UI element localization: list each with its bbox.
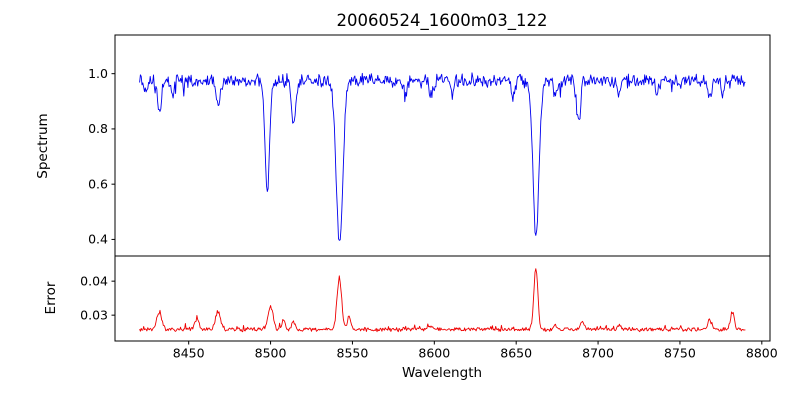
spectrum-line [139, 72, 746, 241]
x-tick-label: 8500 [255, 346, 287, 361]
x-tick-label: 8550 [337, 346, 369, 361]
panel-border [114, 255, 771, 342]
x-tick-label: 8700 [582, 346, 614, 361]
x-tick-label: 8650 [500, 346, 532, 361]
x-tick-label: 8450 [173, 346, 205, 361]
y-tick-label: 1.0 [88, 66, 108, 81]
y-tick-label: 0.03 [80, 307, 108, 322]
y-tick-label: 0.4 [88, 232, 108, 247]
series-layer [139, 72, 746, 333]
y-tick-label: 0.6 [88, 176, 108, 191]
x-tick-label: 8750 [664, 346, 696, 361]
panel-border [114, 34, 771, 257]
error-ylabel: Error [43, 281, 59, 314]
y-tick-label: 0.04 [80, 273, 108, 288]
y-tick-label: 0.8 [88, 121, 108, 136]
spectrum-ylabel: Spectrum [35, 113, 51, 178]
error-line [139, 268, 746, 333]
chart-title: 20060524_1600m03_122 [336, 11, 547, 31]
x-tick-label: 8800 [746, 346, 778, 361]
x-axis-label: Wavelength [402, 365, 482, 381]
axes-layer: 0.4 0.6 0.8 1.0 0.03 0.04 8450 8500 8550 8600 8650… [80, 34, 778, 361]
x-tick-label: 8600 [418, 346, 450, 361]
